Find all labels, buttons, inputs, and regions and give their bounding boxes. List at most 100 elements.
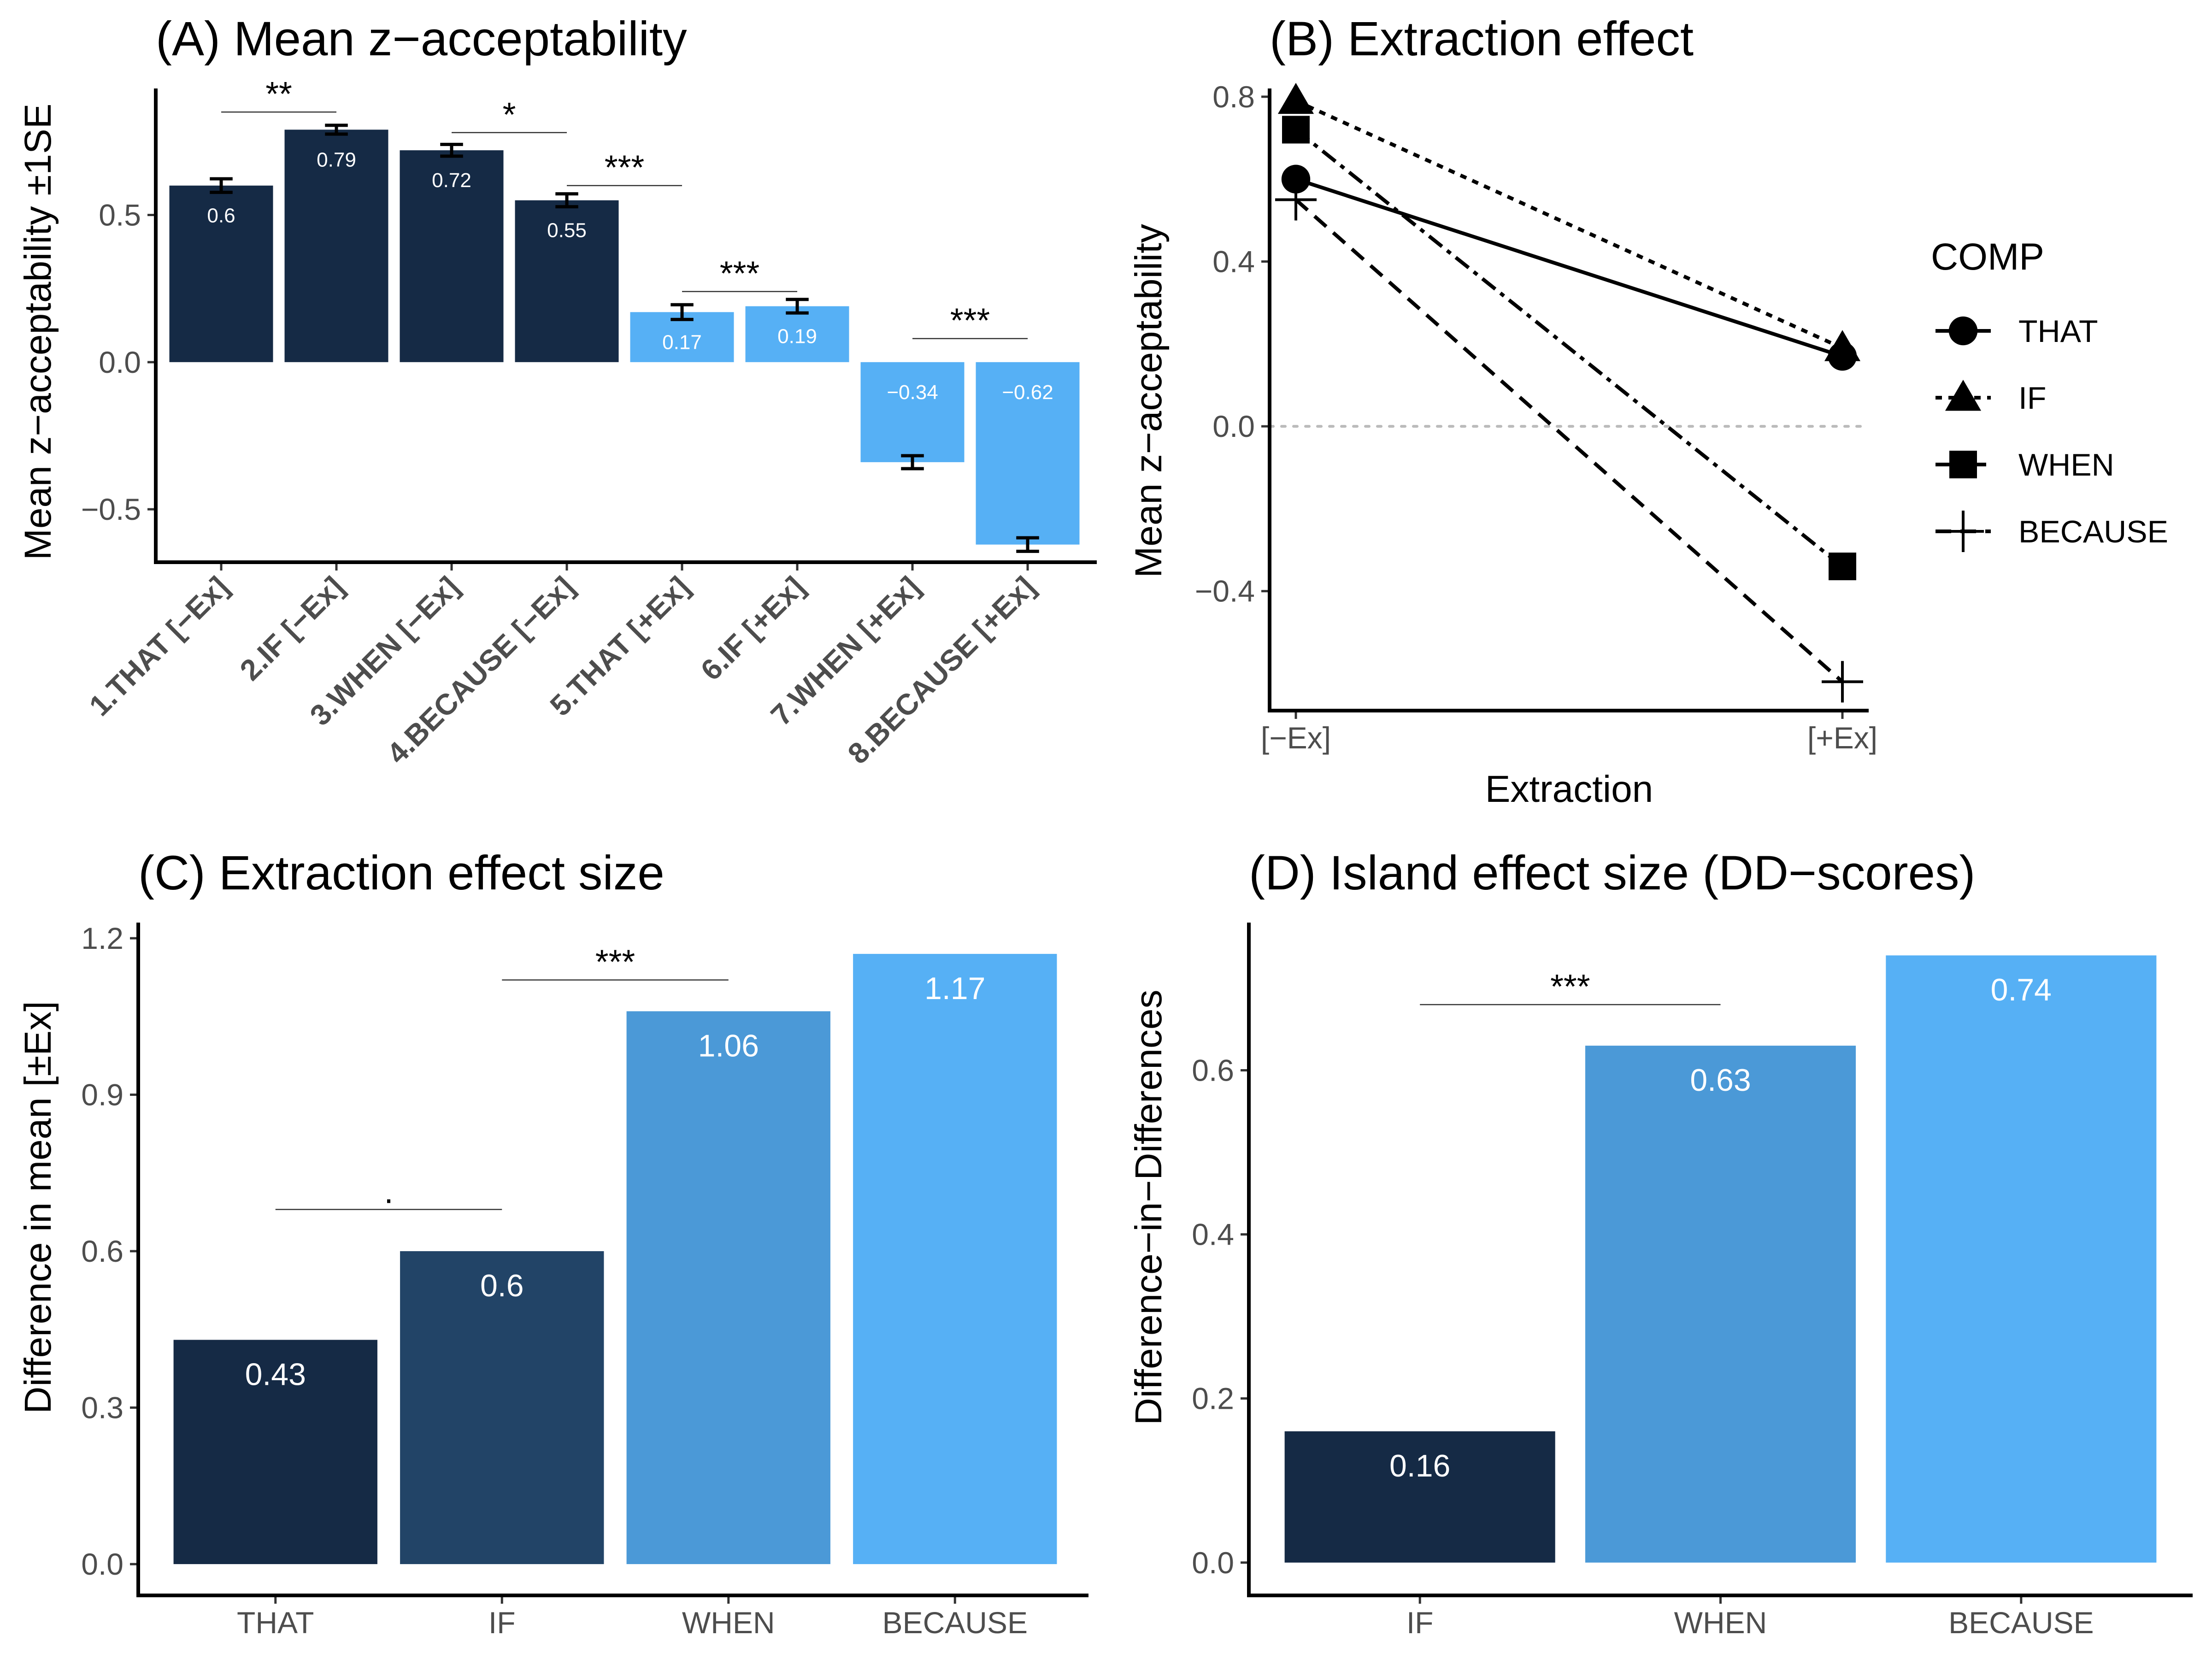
y-tick-label: 0.0 [81, 1547, 124, 1581]
bar-c-4 [853, 953, 1057, 1565]
panel-c-y-axis-label: Difference in mean [±Ex] [17, 1001, 59, 1414]
error-bar-a-8 [1016, 536, 1039, 553]
value-label-a-8: −0.62 [1002, 381, 1053, 404]
y-tick-label: −0.4 [1195, 574, 1255, 608]
y-tick-label: 1.2 [81, 921, 124, 955]
value-label-d-3: 0.74 [1991, 972, 2052, 1007]
panel-d-island-effect-size: (D) Island effect size (DD−scores) Diffe… [1128, 846, 2193, 1640]
x-tick-label: WHEN [682, 1606, 775, 1640]
error-bar-a-4 [555, 192, 578, 209]
bar-a-3 [400, 150, 504, 362]
legend-label-because: BECAUSE [2018, 514, 2168, 549]
point-when-1 [1282, 116, 1310, 144]
panel-a-bars: 0.6 0.79 0.72 0.55 0.17 0.19 −0.34 −0.62 [169, 124, 1080, 553]
panel-d-axes [1247, 923, 2193, 1597]
bar-d-3 [1886, 955, 2157, 1563]
y-tick-label: 0.8 [1212, 80, 1255, 114]
panel-b-extraction-effect: (B) Extraction effect Mean z−acceptabili… [1128, 12, 2168, 810]
error-bar-a-1 [210, 177, 233, 194]
value-label-c-3: 1.06 [698, 1028, 759, 1063]
panel-c-x-ticks: THAT IF WHEN BECAUSE [237, 1595, 1028, 1640]
x-tick-label: BECAUSE [1948, 1606, 2094, 1640]
panel-c-significance: . *** [275, 942, 729, 1210]
panel-b-axes [1268, 88, 1869, 712]
value-label-a-1: 0.6 [207, 205, 235, 227]
legend-item-because: BECAUSE [1936, 511, 2168, 552]
sig-label-a-1: ** [265, 75, 292, 113]
bar-c-2 [400, 1251, 604, 1565]
panel-a-y-ticks: −0.5 0.0 0.5 [81, 198, 156, 526]
error-bar-a-6 [786, 298, 809, 315]
panel-a-significance: ************ [221, 75, 1028, 340]
sig-label-a-2: * [503, 95, 516, 134]
bar-d-1 [1284, 1431, 1555, 1563]
error-bar-a-2 [325, 124, 348, 136]
legend-marker-because [1942, 511, 1984, 552]
point-because-1 [1275, 179, 1317, 221]
x-tick-label: 2.IF [−Ex] [234, 570, 350, 687]
value-label-a-6: 0.19 [777, 325, 817, 347]
error-bar-a-5 [671, 303, 694, 321]
series-line-because [1294, 198, 1844, 683]
panel-c-y-ticks: 0.0 0.3 0.6 0.9 1.2 [81, 921, 138, 1581]
value-label-a-3: 0.72 [432, 169, 471, 192]
panel-b-y-ticks: −0.4 0.0 0.4 0.8 [1195, 80, 1270, 608]
value-label-a-7: −0.34 [887, 381, 938, 404]
x-tick-label: [+Ex] [1807, 721, 1877, 755]
x-tick-label: 1.THAT [−Ex] [82, 570, 235, 722]
legend-item-when: WHEN [1936, 447, 2114, 482]
sig-label-c-1: . [384, 1172, 394, 1210]
value-label-c-4: 1.17 [924, 971, 985, 1006]
panel-d-significance: *** [1420, 967, 1721, 1006]
sig-label-a-3: *** [605, 148, 644, 187]
y-tick-label: 0.0 [1212, 409, 1255, 443]
panel-d-x-ticks: IF WHEN BECAUSE [1406, 1595, 2094, 1640]
panel-a-axes [154, 88, 1097, 564]
panel-c-title: (C) Extraction effect size [138, 846, 665, 900]
panel-b-y-axis-label: Mean z−acceptability [1128, 224, 1170, 578]
y-tick-label: 0.9 [81, 1077, 124, 1112]
y-tick-label: 0.6 [1192, 1053, 1234, 1087]
panel-b-series [1275, 82, 1863, 703]
sig-label-c-2: *** [595, 942, 635, 981]
y-tick-label: 0.2 [1192, 1382, 1234, 1416]
value-label-a-4: 0.55 [547, 219, 587, 242]
bar-a-7 [860, 362, 965, 462]
legend-item-if: IF [1936, 379, 2046, 416]
point-because-2 [1822, 661, 1863, 703]
sig-label-d-1: *** [1550, 967, 1590, 1006]
bar-c-3 [626, 1011, 830, 1565]
series-line-if [1295, 99, 1843, 350]
error-bar-a-3 [440, 142, 463, 158]
legend-title: COMP [1931, 236, 2044, 278]
bar-d-2 [1585, 1046, 1856, 1563]
panel-d-bars: 0.16 0.63 0.74 [1284, 955, 2157, 1563]
panel-b-legend: COMP THAT IF WHEN BECAUSE [1931, 236, 2168, 552]
bar-a-8 [976, 362, 1080, 545]
y-tick-label: 0.4 [1212, 244, 1255, 278]
value-label-c-2: 0.6 [480, 1268, 524, 1303]
y-tick-label: 0.0 [1192, 1546, 1234, 1580]
y-tick-label: 0.5 [99, 198, 141, 232]
point-when-2 [1829, 553, 1856, 581]
x-tick-label: 4.BECAUSE [−Ex] [380, 570, 580, 770]
series-line-that [1295, 177, 1843, 358]
y-tick-label: 0.3 [81, 1391, 124, 1425]
panel-d-title: (D) Island effect size (DD−scores) [1249, 846, 1975, 900]
y-tick-label: −0.5 [81, 492, 141, 526]
value-label-a-5: 0.17 [662, 331, 702, 353]
point-if-2 [1824, 330, 1861, 361]
x-tick-label: 6.IF [+Ex] [694, 570, 811, 687]
panel-c-axes [136, 923, 1088, 1597]
x-tick-label: BECAUSE [882, 1606, 1028, 1640]
x-tick-label: IF [488, 1606, 516, 1640]
value-label-d-2: 0.63 [1690, 1063, 1751, 1098]
x-tick-label: [−Ex] [1261, 721, 1331, 755]
bar-a-2 [284, 129, 388, 362]
x-tick-label: IF [1406, 1606, 1434, 1640]
panel-c-bars: 0.43 0.6 1.06 1.17 [173, 953, 1057, 1565]
value-label-d-1: 0.16 [1389, 1448, 1450, 1483]
bar-c-1 [173, 1340, 377, 1565]
panel-c-extraction-effect-size: (C) Extraction effect size Difference in… [17, 846, 1088, 1640]
sig-label-a-5: *** [950, 301, 990, 340]
